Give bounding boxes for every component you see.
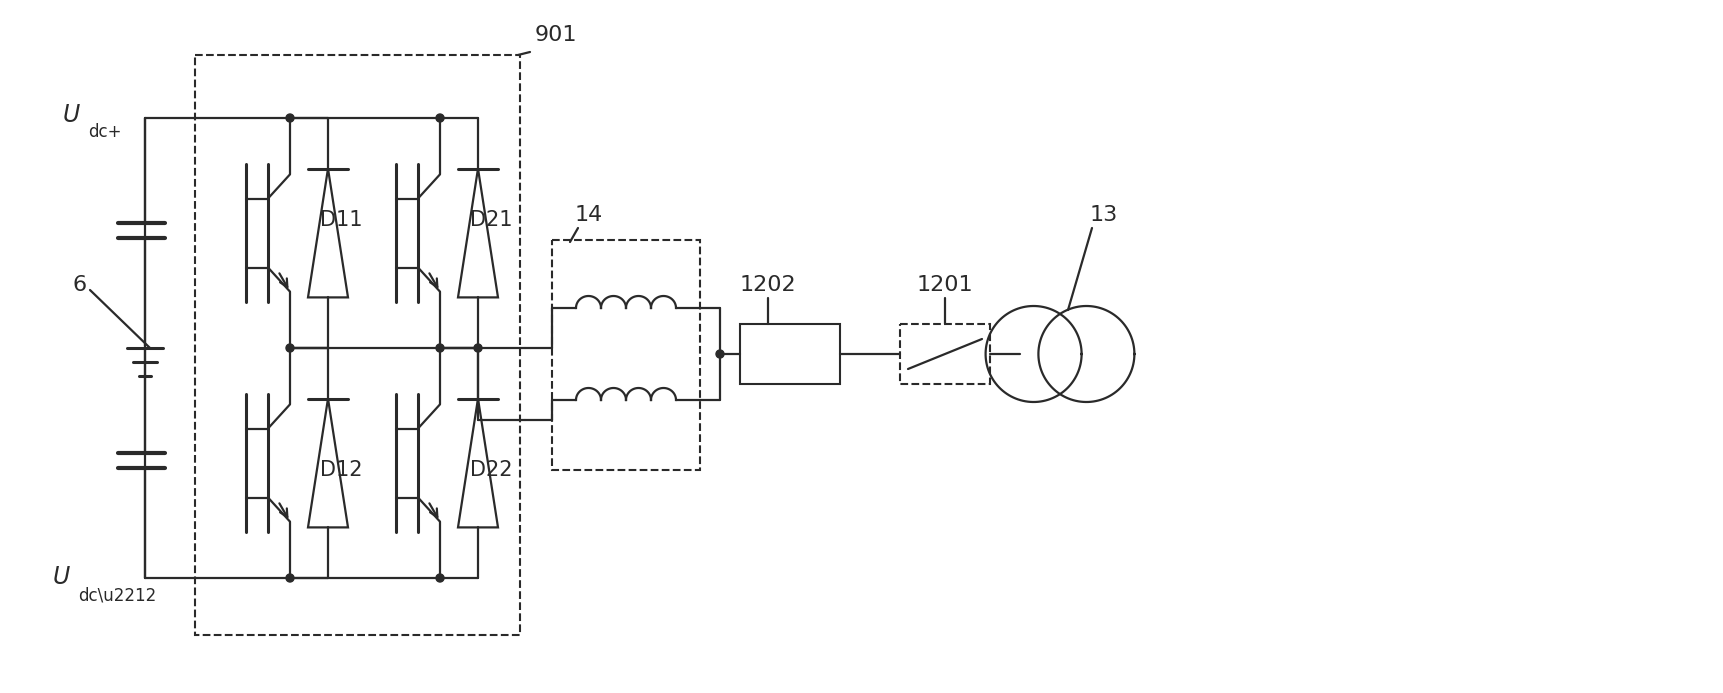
Text: 6: 6 bbox=[72, 275, 86, 295]
Text: dc\u2212: dc\u2212 bbox=[78, 586, 157, 604]
Circle shape bbox=[286, 114, 295, 122]
Bar bbox=[195, 55, 520, 635]
Text: 901: 901 bbox=[536, 25, 577, 45]
Text: $U$: $U$ bbox=[62, 103, 81, 127]
Text: D21: D21 bbox=[470, 210, 512, 230]
Circle shape bbox=[286, 344, 295, 352]
Text: dc+: dc+ bbox=[88, 123, 122, 141]
Circle shape bbox=[717, 350, 724, 358]
Text: D12: D12 bbox=[320, 460, 362, 480]
Bar bbox=[551, 240, 700, 470]
Circle shape bbox=[436, 344, 445, 352]
Text: 14: 14 bbox=[575, 205, 603, 225]
Text: 1201: 1201 bbox=[917, 275, 973, 295]
Text: 1202: 1202 bbox=[739, 275, 796, 295]
Circle shape bbox=[286, 574, 295, 582]
Text: D11: D11 bbox=[320, 210, 362, 230]
Circle shape bbox=[474, 344, 482, 352]
Circle shape bbox=[436, 114, 445, 122]
Text: D22: D22 bbox=[470, 460, 512, 480]
Bar bbox=[899, 324, 991, 384]
Bar bbox=[739, 324, 841, 384]
Text: 13: 13 bbox=[1091, 205, 1118, 225]
Text: $U$: $U$ bbox=[52, 566, 71, 590]
Circle shape bbox=[436, 574, 445, 582]
